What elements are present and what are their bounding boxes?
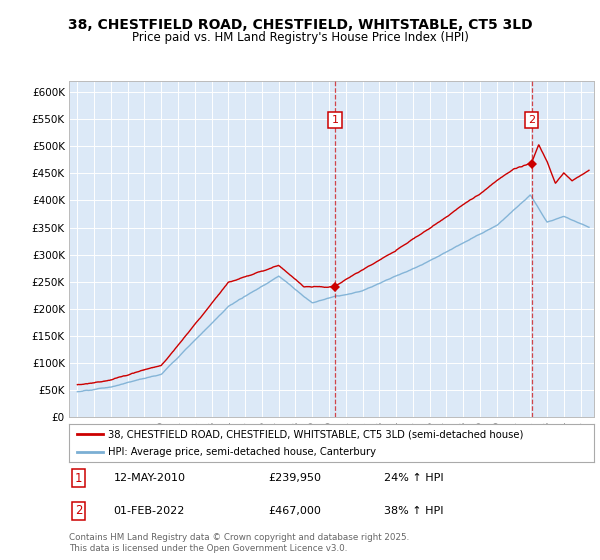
Text: 1: 1 (332, 115, 338, 125)
Text: Contains HM Land Registry data © Crown copyright and database right 2025.
This d: Contains HM Land Registry data © Crown c… (69, 533, 409, 553)
Text: 38, CHESTFIELD ROAD, CHESTFIELD, WHITSTABLE, CT5 3LD (semi-detached house): 38, CHESTFIELD ROAD, CHESTFIELD, WHITSTA… (109, 429, 524, 439)
Text: 2: 2 (75, 504, 82, 517)
Text: 01-FEB-2022: 01-FEB-2022 (113, 506, 185, 516)
Text: 24% ↑ HPI: 24% ↑ HPI (384, 473, 443, 483)
Text: 1: 1 (75, 472, 82, 485)
Text: £239,950: £239,950 (269, 473, 322, 483)
Text: 38% ↑ HPI: 38% ↑ HPI (384, 506, 443, 516)
Text: HPI: Average price, semi-detached house, Canterbury: HPI: Average price, semi-detached house,… (109, 447, 376, 458)
Text: 12-MAY-2010: 12-MAY-2010 (113, 473, 185, 483)
Text: Price paid vs. HM Land Registry's House Price Index (HPI): Price paid vs. HM Land Registry's House … (131, 31, 469, 44)
Text: 2: 2 (528, 115, 535, 125)
Text: 38, CHESTFIELD ROAD, CHESTFIELD, WHITSTABLE, CT5 3LD: 38, CHESTFIELD ROAD, CHESTFIELD, WHITSTA… (68, 18, 532, 32)
Text: £467,000: £467,000 (269, 506, 322, 516)
